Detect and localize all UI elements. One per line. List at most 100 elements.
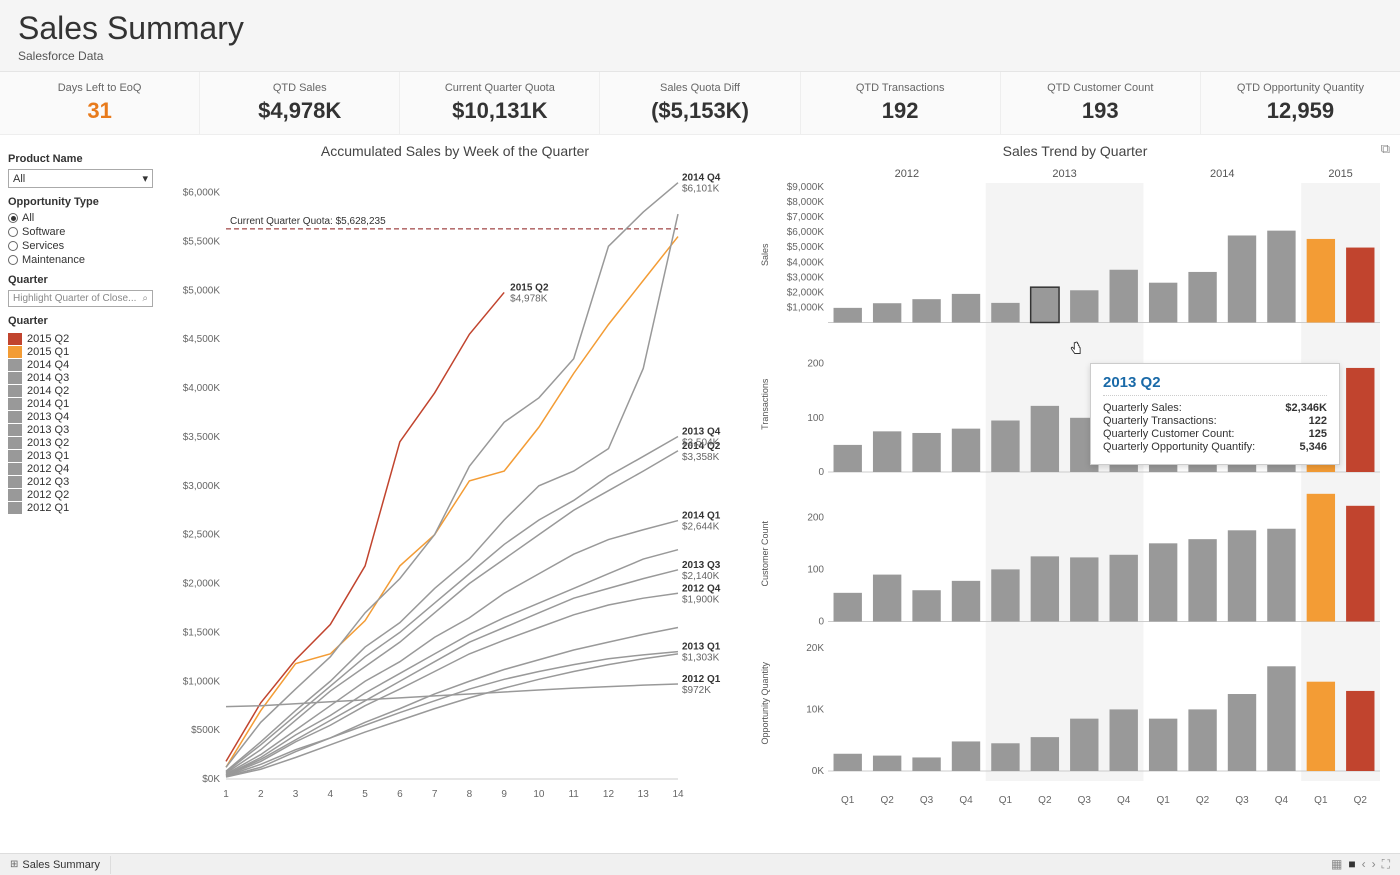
accum-chart-title: Accumulated Sales by Week of the Quarter — [164, 143, 746, 159]
bar[interactable] — [1031, 737, 1059, 771]
bar[interactable] — [991, 569, 1019, 621]
bar[interactable] — [991, 421, 1019, 472]
bar[interactable] — [1031, 556, 1059, 621]
bar[interactable] — [1307, 239, 1335, 323]
legend-item[interactable]: 2012 Q4 — [8, 463, 152, 475]
bar[interactable] — [1307, 494, 1335, 622]
bar[interactable] — [834, 445, 862, 472]
product-select[interactable]: All ▾ — [8, 169, 153, 188]
filter-sidebar: Product Name All ▾ Opportunity Type AllS… — [0, 135, 160, 815]
bar[interactable] — [834, 593, 862, 622]
bar[interactable] — [1110, 270, 1138, 323]
kpi-card: Current Quarter Quota$10,131K — [400, 72, 600, 134]
legend-item[interactable]: 2015 Q2 — [8, 333, 152, 345]
fullscreen-icon[interactable]: ⛶ — [1382, 857, 1390, 872]
bar[interactable] — [1031, 406, 1059, 472]
bar[interactable] — [1031, 287, 1059, 322]
legend-item[interactable]: 2013 Q1 — [8, 450, 152, 462]
opportunity-radio[interactable]: All — [8, 212, 152, 224]
opportunity-radio[interactable]: Software — [8, 226, 152, 238]
legend-label: 2012 Q1 — [27, 502, 69, 514]
bar[interactable] — [991, 303, 1019, 323]
legend-swatch — [8, 437, 22, 449]
quarter-search-input[interactable]: Highlight Quarter of Close... ⌕ — [8, 290, 153, 307]
bar[interactable] — [1228, 235, 1256, 322]
bar[interactable] — [991, 743, 1019, 771]
svg-text:Q4: Q4 — [1117, 795, 1131, 805]
bar[interactable] — [873, 575, 901, 622]
svg-text:2013 Q1$1,303K: 2013 Q1$1,303K — [682, 642, 721, 664]
legend-item[interactable]: 2014 Q3 — [8, 372, 152, 384]
legend-item[interactable]: 2013 Q4 — [8, 411, 152, 423]
legend-item[interactable]: 2014 Q4 — [8, 359, 152, 371]
bar[interactable] — [834, 308, 862, 323]
bar[interactable] — [873, 756, 901, 771]
bar[interactable] — [952, 429, 980, 472]
svg-text:200: 200 — [807, 512, 824, 523]
svg-text:Q3: Q3 — [1235, 795, 1249, 805]
svg-text:0K: 0K — [812, 766, 825, 777]
bar[interactable] — [1267, 529, 1295, 622]
bar[interactable] — [1070, 290, 1098, 322]
bar[interactable] — [1110, 709, 1138, 771]
bar[interactable] — [834, 754, 862, 771]
nav-prev-icon[interactable]: ‹ — [1362, 857, 1366, 872]
bar[interactable] — [1228, 694, 1256, 771]
accum-chart[interactable]: $0K$500K$1,000K$1,500K$2,000K$2,500K$3,0… — [164, 165, 750, 805]
legend-item[interactable]: 2014 Q1 — [8, 398, 152, 410]
bar[interactable] — [1188, 539, 1216, 621]
opportunity-radio[interactable]: Maintenance — [8, 254, 152, 266]
bar[interactable] — [1149, 543, 1177, 621]
bar[interactable] — [912, 433, 940, 472]
bar[interactable] — [1346, 248, 1374, 323]
bar[interactable] — [1267, 666, 1295, 771]
nav-next-icon[interactable]: › — [1372, 857, 1376, 872]
bar[interactable] — [1346, 691, 1374, 771]
tooltip-title: 2013 Q2 — [1103, 374, 1327, 396]
legend-item[interactable]: 2012 Q3 — [8, 476, 152, 488]
legend-item[interactable]: 2015 Q1 — [8, 346, 152, 358]
legend-item[interactable]: 2014 Q2 — [8, 385, 152, 397]
svg-text:Customer Count: Customer Count — [760, 520, 770, 586]
bar[interactable] — [873, 303, 901, 322]
bar[interactable] — [912, 757, 940, 771]
bar[interactable] — [873, 431, 901, 472]
bar[interactable] — [1346, 368, 1374, 472]
bar[interactable] — [1149, 283, 1177, 323]
legend-item[interactable]: 2013 Q3 — [8, 424, 152, 436]
bar[interactable] — [1307, 682, 1335, 771]
bar[interactable] — [1149, 719, 1177, 771]
sheet-tab[interactable]: ⊞ Sales Summary — [0, 856, 111, 874]
dashboard-header: Sales Summary Salesforce Data — [0, 0, 1400, 72]
bar[interactable] — [952, 741, 980, 771]
external-link-icon[interactable]: ⧉ — [1381, 141, 1390, 157]
svg-text:$4,500K: $4,500K — [183, 334, 221, 345]
bar[interactable] — [1070, 719, 1098, 771]
legend-item[interactable]: 2012 Q1 — [8, 502, 152, 514]
bar[interactable] — [1188, 709, 1216, 771]
bar[interactable] — [1346, 506, 1374, 622]
bar[interactable] — [952, 294, 980, 323]
trend-chart[interactable]: 2012201320142015Sales$1,000K$2,000K$3,00… — [756, 165, 1386, 805]
bar[interactable] — [952, 581, 980, 622]
kpi-value: 31 — [6, 98, 193, 124]
bar[interactable] — [1110, 555, 1138, 622]
svg-text:2012 Q1$972K: 2012 Q1$972K — [682, 674, 721, 696]
view-grid-icon[interactable]: ▦ — [1331, 857, 1342, 872]
view-card-icon[interactable]: ■ — [1348, 857, 1355, 872]
svg-text:2013: 2013 — [1052, 168, 1076, 180]
legend-item[interactable]: 2013 Q2 — [8, 437, 152, 449]
opportunity-radio[interactable]: Services — [8, 240, 152, 252]
bar[interactable] — [912, 590, 940, 621]
kpi-label: QTD Sales — [206, 82, 393, 94]
bar[interactable] — [1070, 557, 1098, 621]
legend-item[interactable]: 2012 Q2 — [8, 489, 152, 501]
bar[interactable] — [1267, 231, 1295, 323]
svg-text:$1,500K: $1,500K — [183, 627, 221, 638]
chevron-down-icon: ▾ — [142, 172, 148, 185]
legend-swatch — [8, 385, 22, 397]
svg-text:100: 100 — [807, 564, 824, 575]
bar[interactable] — [1188, 272, 1216, 323]
bar[interactable] — [1228, 530, 1256, 621]
bar[interactable] — [912, 299, 940, 322]
